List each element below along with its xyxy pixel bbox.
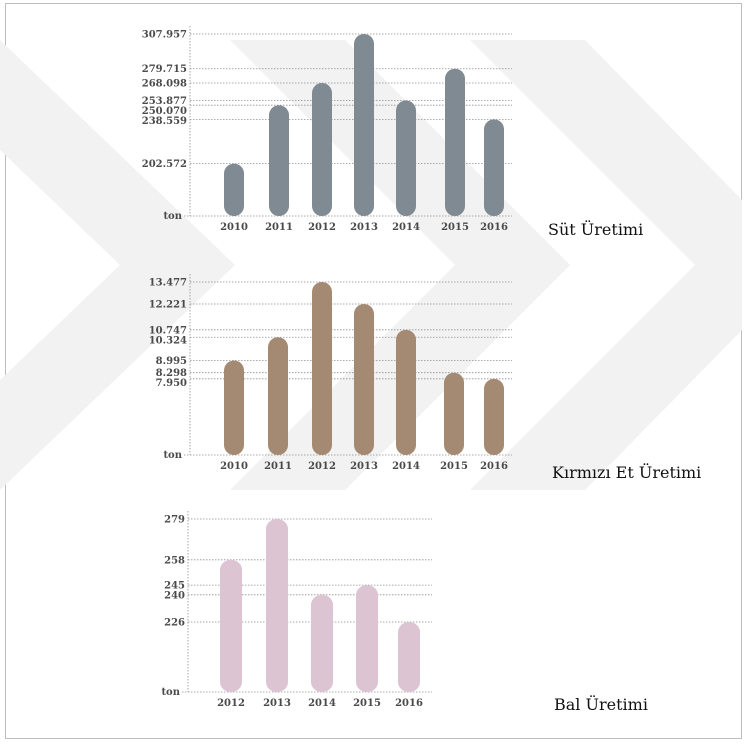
k-rm-z-et-retimi-tick-label: 7.950 xyxy=(156,378,187,389)
k-rm-z-et-retimi-bar-2014 xyxy=(396,329,416,455)
s-t-retimi-category-label: 2014 xyxy=(392,222,420,233)
bal-retimi-bar-2016 xyxy=(398,622,420,692)
bal-retimi-category-label: 2012 xyxy=(217,698,245,709)
bal-retimi-bar-2015 xyxy=(356,585,378,692)
s-t-retimi-tick-label: 279.715 xyxy=(142,64,187,75)
s-t-retimi-category-label: 2010 xyxy=(220,222,248,233)
caption-bal-uretimi: Bal Üretimi xyxy=(554,695,648,714)
s-t-retimi-tick-label: 253.877 xyxy=(142,96,187,107)
bal-retimi-unit-label: ton xyxy=(161,687,180,698)
s-t-retimi-tick-label: 202.572 xyxy=(142,159,187,170)
k-rm-z-et-retimi-bar-2015 xyxy=(444,372,464,455)
k-rm-z-et-retimi-category-label: 2013 xyxy=(350,461,378,472)
s-t-retimi-tick-label: 307.957 xyxy=(142,30,187,41)
bal-retimi-bar-2012 xyxy=(220,559,242,692)
bal-retimi-tick-label: 240 xyxy=(164,591,185,602)
bal-retimi-tick-label: 245 xyxy=(164,581,185,592)
k-rm-z-et-retimi-bar-2016 xyxy=(484,378,504,455)
s-t-retimi-bar-2012 xyxy=(312,83,332,216)
caption-sut-uretimi: Süt Üretimi xyxy=(548,220,644,239)
s-t-retimi-bar-2014 xyxy=(396,100,416,216)
s-t-retimi-unit-label: ton xyxy=(163,211,182,222)
bal-retimi-bar-2014 xyxy=(311,594,333,692)
bal-retimi-category-label: 2015 xyxy=(353,698,381,709)
bal-retimi-tick-label: 258 xyxy=(164,555,185,566)
k-rm-z-et-retimi-bar-2013 xyxy=(354,303,374,455)
s-t-retimi-bar-2015 xyxy=(445,68,465,217)
s-t-retimi-tick-label: 250.070 xyxy=(142,106,187,117)
figure-frame xyxy=(5,3,742,739)
k-rm-z-et-retimi-tick-label: 10.747 xyxy=(149,325,187,336)
s-t-retimi-bar-2010 xyxy=(224,163,244,216)
k-rm-z-et-retimi-unit-label: ton xyxy=(163,450,182,461)
k-rm-z-et-retimi-tick-label: 8.995 xyxy=(156,356,187,367)
s-t-retimi-category-label: 2011 xyxy=(265,222,293,233)
k-rm-z-et-retimi-category-label: 2011 xyxy=(264,461,292,472)
s-t-retimi-tick-label: 238.559 xyxy=(142,116,187,127)
k-rm-z-et-retimi-category-label: 2014 xyxy=(392,461,420,472)
s-t-retimi-tick-label: 268.098 xyxy=(142,79,187,90)
bal-retimi-category-label: 2013 xyxy=(263,698,291,709)
k-rm-z-et-retimi-tick-label: 10.324 xyxy=(149,335,187,346)
s-t-retimi-bar-2013 xyxy=(354,34,374,216)
bal-retimi-tick-label: 226 xyxy=(164,618,185,629)
bal-retimi-bar-2013 xyxy=(266,519,288,692)
caption-kirmizi-et-uretimi: Kırmızı Et Üretimi xyxy=(552,463,702,482)
k-rm-z-et-retimi-bar-2012 xyxy=(312,282,332,455)
s-t-retimi-bar-2011 xyxy=(269,105,289,216)
s-t-retimi-category-label: 2012 xyxy=(308,222,336,233)
k-rm-z-et-retimi-tick-label: 12.221 xyxy=(149,299,187,310)
k-rm-z-et-retimi-category-label: 2012 xyxy=(308,461,336,472)
s-t-retimi-category-label: 2013 xyxy=(350,222,378,233)
k-rm-z-et-retimi-category-label: 2015 xyxy=(440,461,468,472)
s-t-retimi-bar-2016 xyxy=(484,119,504,216)
k-rm-z-et-retimi-bar-2011 xyxy=(268,337,288,455)
k-rm-z-et-retimi-tick-label: 8.298 xyxy=(156,368,187,379)
k-rm-z-et-retimi-category-label: 2010 xyxy=(220,461,248,472)
s-t-retimi-category-label: 2015 xyxy=(441,222,469,233)
bal-retimi-category-label: 2014 xyxy=(308,698,336,709)
bal-retimi-tick-label: 279 xyxy=(164,515,185,526)
k-rm-z-et-retimi-tick-label: 13.477 xyxy=(149,278,187,289)
bal-retimi-category-label: 2016 xyxy=(395,698,423,709)
k-rm-z-et-retimi-category-label: 2016 xyxy=(480,461,508,472)
k-rm-z-et-retimi-bar-2010 xyxy=(224,360,244,455)
s-t-retimi-category-label: 2016 xyxy=(480,222,508,233)
